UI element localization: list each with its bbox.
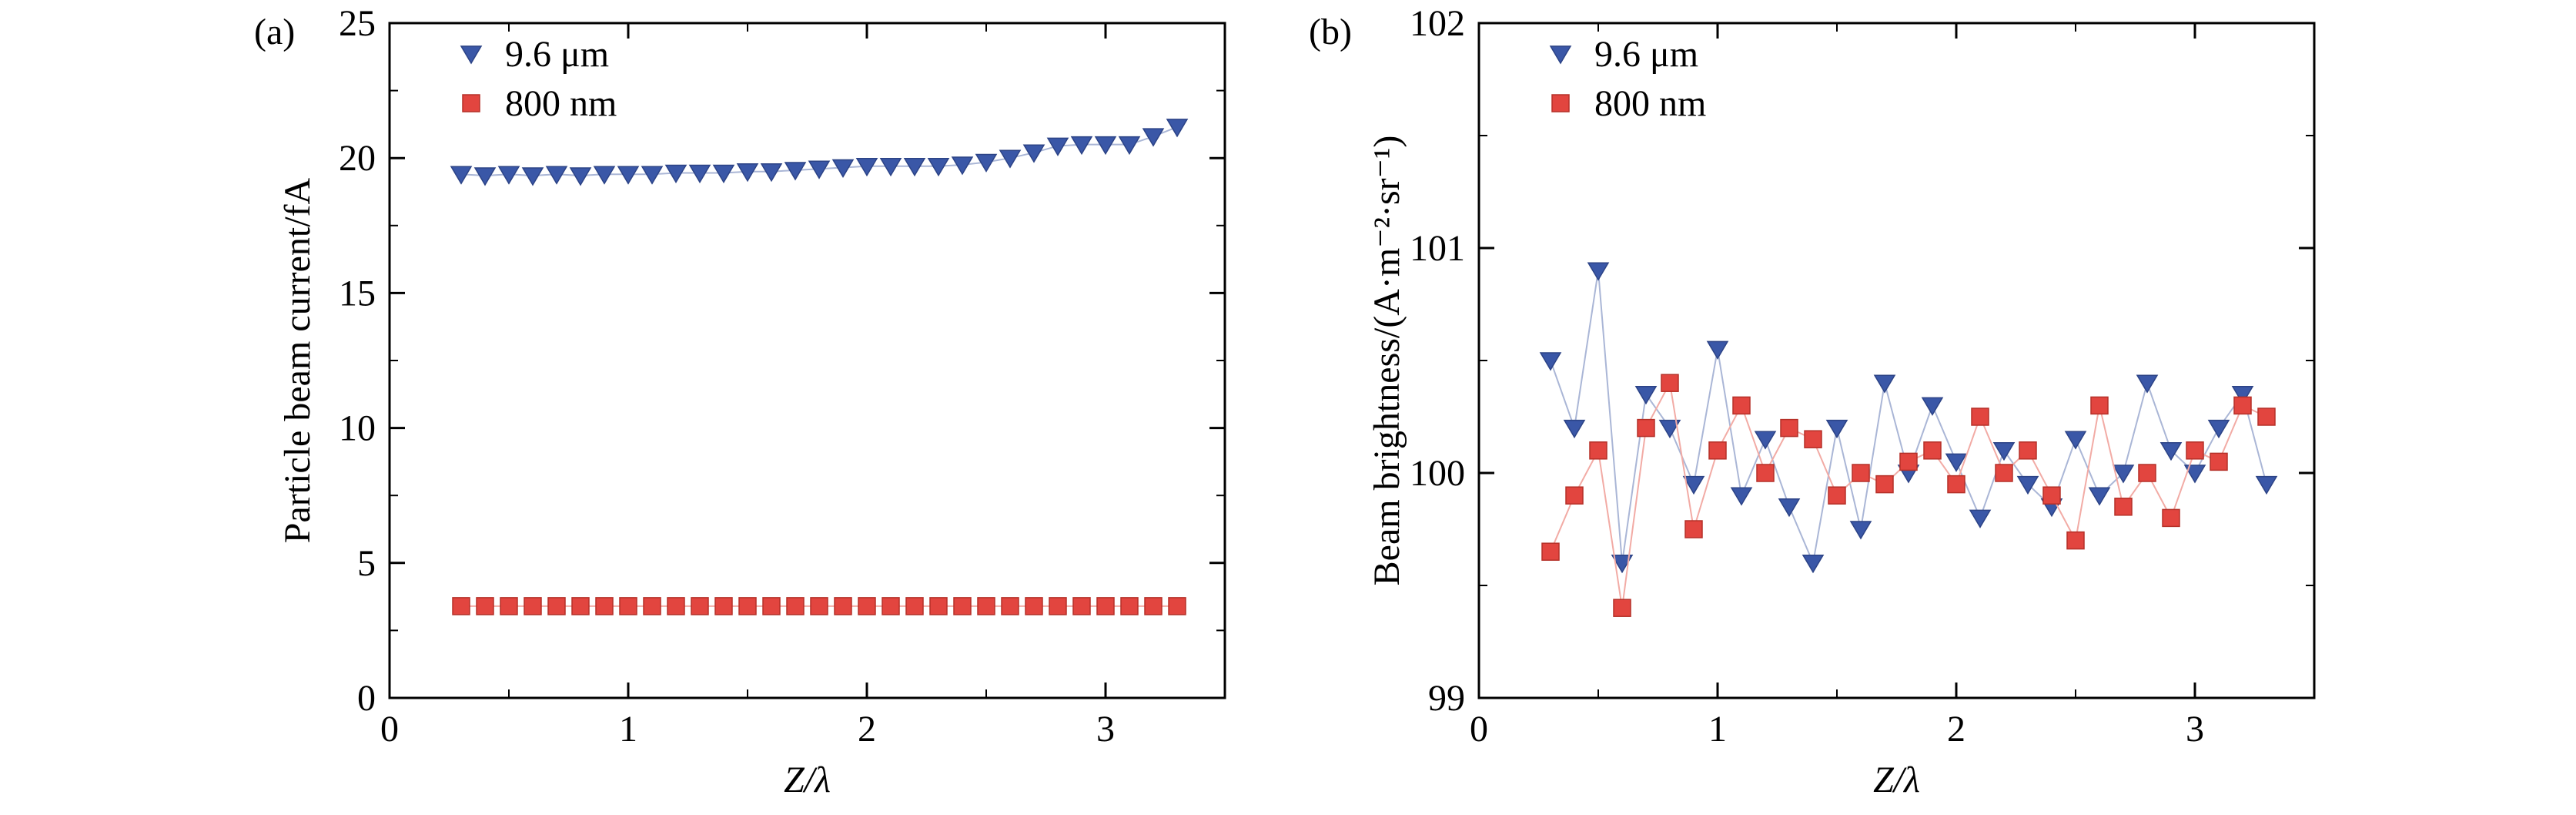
svg-text:1: 1 bbox=[619, 709, 637, 750]
svg-text:102: 102 bbox=[1410, 3, 1465, 44]
series-800 nm bbox=[452, 597, 1186, 615]
legend: 9.6 μm 800 nm bbox=[1549, 34, 1706, 124]
svg-text:101: 101 bbox=[1410, 228, 1465, 269]
ticks bbox=[1477, 22, 2314, 699]
svg-text:0: 0 bbox=[1470, 709, 1488, 750]
svg-text:2: 2 bbox=[1947, 709, 1965, 750]
panel-(a): 0 1 2 3 0 5 10 15 20 25 Z/λ Particle beam current/f… bbox=[277, 3, 1226, 800]
svg-text:3: 3 bbox=[2186, 709, 2204, 750]
y-axis-label: Beam brightness/(A·m⁻²·sr⁻¹) bbox=[1367, 136, 1407, 586]
x-axis-label: Z/λ bbox=[1873, 760, 1920, 800]
series-line bbox=[1550, 270, 2267, 566]
legend-label: 800 nm bbox=[505, 83, 617, 124]
legend-label: 9.6 μm bbox=[505, 34, 609, 75]
svg-text:10: 10 bbox=[339, 408, 376, 449]
legend-label: 9.6 μm bbox=[1594, 34, 1698, 75]
series-9.6 μm bbox=[1539, 262, 2278, 574]
axes-frame bbox=[1477, 22, 2316, 699]
panel-label-a: (a) bbox=[254, 12, 296, 52]
svg-text:2: 2 bbox=[858, 709, 876, 750]
x-axis-label: Z/λ bbox=[784, 760, 831, 800]
svg-text:3: 3 bbox=[1096, 709, 1115, 750]
svg-text:0: 0 bbox=[357, 678, 376, 719]
svg-text:0: 0 bbox=[380, 709, 399, 750]
series-800 nm bbox=[1541, 374, 2276, 617]
panel-(b): 0 1 2 3 99 100 101 102 Z/λ Beam brightness/(A·m⁻²… bbox=[1367, 3, 2316, 800]
svg-text:100: 100 bbox=[1410, 453, 1465, 494]
axes-frame bbox=[388, 22, 1226, 699]
legend: 9.6 μm 800 nm bbox=[460, 34, 617, 124]
series-9.6 μm bbox=[450, 119, 1189, 186]
svg-text:25: 25 bbox=[339, 3, 376, 44]
svg-text:15: 15 bbox=[339, 273, 376, 314]
svg-text:99: 99 bbox=[1428, 678, 1465, 719]
y-axis-label: Particle beam current/fA bbox=[277, 177, 318, 543]
svg-text:5: 5 bbox=[357, 543, 376, 584]
ticks bbox=[388, 22, 1225, 699]
svg-text:1: 1 bbox=[1708, 709, 1727, 750]
panel-label-b: (b) bbox=[1309, 12, 1352, 52]
svg-text:20: 20 bbox=[339, 138, 376, 179]
legend-label: 800 nm bbox=[1594, 83, 1706, 124]
